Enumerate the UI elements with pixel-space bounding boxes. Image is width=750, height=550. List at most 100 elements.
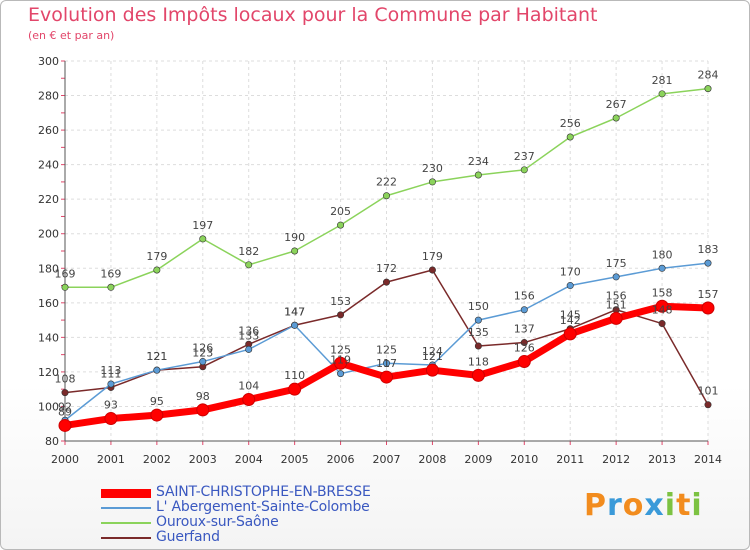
data-label: 118	[468, 355, 489, 368]
data-label: 284	[698, 69, 719, 82]
legend-label: Guerfand	[156, 529, 220, 545]
data-point	[658, 264, 666, 272]
x-tick-label: 2013	[648, 453, 676, 466]
x-tick-label: 2014	[694, 453, 722, 466]
data-label: 147	[284, 305, 305, 318]
logo-letter: i	[664, 488, 677, 523]
data-label: 124	[422, 345, 443, 358]
data-point	[291, 247, 299, 255]
legend-swatch	[101, 537, 151, 539]
data-point	[61, 283, 69, 291]
data-point	[337, 370, 345, 378]
data-label: 121	[146, 350, 167, 363]
legend-swatch	[101, 488, 151, 498]
data-label: 237	[514, 150, 535, 163]
logo-letter: o	[622, 488, 645, 523]
legend-item: SAINT-CHRISTOPHE-EN-BRESSE	[101, 484, 421, 501]
x-tick-label: 2012	[602, 453, 630, 466]
data-point	[704, 259, 712, 267]
data-point	[104, 412, 118, 426]
legend-label: L' Abergement-Sainte-Colombe	[156, 499, 370, 515]
data-point	[425, 363, 439, 377]
data-label: 110	[284, 369, 305, 382]
data-point	[612, 114, 620, 122]
data-point	[245, 345, 253, 353]
data-label: 169	[100, 267, 121, 280]
data-point	[612, 273, 620, 281]
data-label: 142	[560, 314, 581, 327]
data-point	[520, 166, 528, 174]
data-point	[474, 342, 482, 350]
data-label: 93	[104, 399, 118, 412]
y-tick-label: 280	[38, 90, 59, 103]
y-tick-label: 80	[45, 435, 59, 448]
data-point	[334, 356, 348, 370]
data-label: 281	[652, 74, 673, 87]
data-point	[566, 282, 574, 290]
data-label: 126	[192, 342, 213, 355]
data-label: 123	[192, 347, 213, 360]
data-label: 158	[652, 286, 673, 299]
y-tick-label: 220	[38, 193, 59, 206]
data-label: 156	[606, 290, 627, 303]
legend-label: Ouroux-sur-Saône	[156, 514, 279, 530]
y-tick-label: 200	[38, 228, 59, 241]
data-point	[566, 133, 574, 141]
data-point	[196, 403, 210, 417]
data-point	[655, 299, 669, 313]
data-label: 113	[100, 364, 121, 377]
data-label: 175	[606, 257, 627, 270]
data-label: 183	[698, 243, 719, 256]
data-label: 180	[652, 248, 673, 261]
data-point	[701, 301, 715, 315]
y-tick-label: 100	[38, 400, 59, 413]
data-label: 133	[238, 329, 259, 342]
data-point	[199, 235, 207, 243]
legend-swatch	[101, 507, 151, 509]
x-tick-label: 2007	[373, 453, 401, 466]
data-point	[704, 85, 712, 93]
data-point	[428, 266, 436, 274]
data-point	[382, 192, 390, 200]
data-label: 256	[560, 117, 581, 130]
data-label: 150	[468, 300, 489, 313]
x-tick-label: 2002	[143, 453, 171, 466]
logo-letter: t	[676, 488, 692, 523]
data-label: 95	[150, 395, 164, 408]
data-point	[520, 339, 528, 347]
data-point	[199, 358, 207, 366]
y-tick-label: 260	[38, 124, 59, 137]
data-label: 172	[376, 262, 397, 275]
data-label: 136	[238, 324, 259, 337]
chart-title: Evolution des Impôts locaux pour la Comm…	[28, 4, 598, 26]
data-label: 135	[468, 326, 489, 339]
data-label: 205	[330, 205, 351, 218]
data-point	[517, 355, 531, 369]
logo-letter: i	[691, 488, 703, 523]
data-label: 169	[55, 267, 76, 280]
x-tick-label: 2006	[327, 453, 355, 466]
data-label: 119	[330, 354, 351, 367]
data-label: 125	[330, 343, 351, 356]
y-tick-label: 180	[38, 262, 59, 275]
y-tick-label: 240	[38, 159, 59, 172]
data-point	[288, 382, 302, 396]
data-point	[245, 261, 253, 269]
data-label: 157	[698, 288, 719, 301]
data-point	[658, 320, 666, 328]
legend-item: Guerfand	[101, 529, 421, 546]
data-label: 98	[196, 390, 210, 403]
y-tick-label: 160	[38, 297, 59, 310]
proxiti-logo: Proxiti	[584, 488, 703, 523]
legend-item: Ouroux-sur-Saône	[101, 514, 421, 531]
data-point	[658, 90, 666, 98]
data-point	[291, 321, 299, 329]
data-label: 148	[652, 304, 673, 317]
x-tick-label: 2009	[464, 453, 492, 466]
data-point	[474, 171, 482, 179]
data-point	[58, 418, 72, 432]
data-label: 89	[58, 405, 72, 418]
data-label: 147	[284, 305, 305, 318]
